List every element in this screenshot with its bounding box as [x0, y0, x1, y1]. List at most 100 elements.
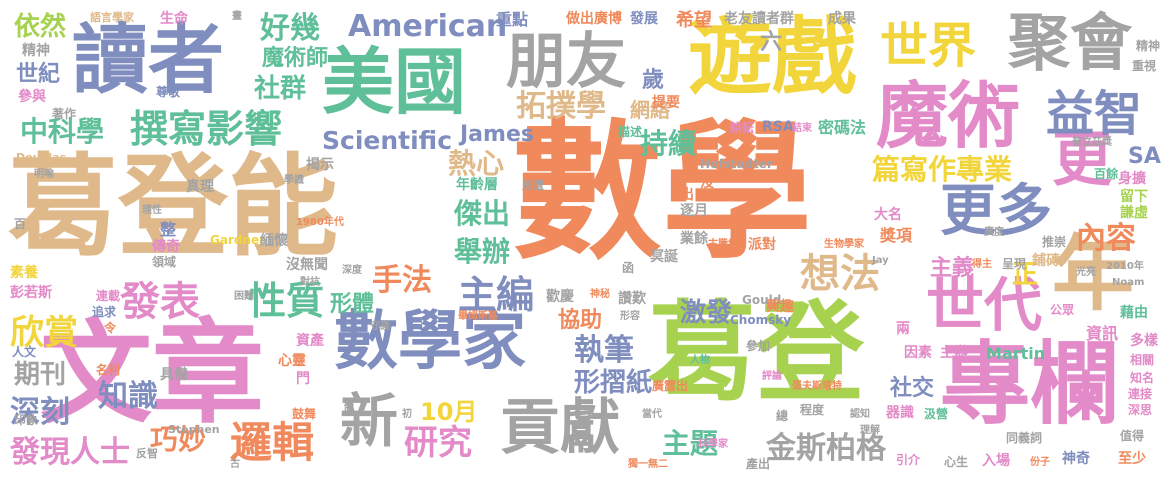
word-cloud-word: 人物 [690, 355, 710, 366]
word-cloud-word: 生命 [160, 11, 188, 27]
word-cloud-word: 同義詞 [1006, 431, 1043, 445]
word-cloud-word: RSA [762, 119, 794, 135]
word-cloud-word: 篇寫作專業 [872, 153, 1013, 186]
word-cloud-word: 連接 [1128, 387, 1153, 401]
word-cloud-word: 魔術 [876, 74, 1021, 158]
word-cloud-word: 鼓舞 [292, 407, 317, 421]
word-cloud-word: 六 [760, 30, 783, 55]
word-cloud-word: 推崇 [1042, 235, 1067, 249]
word-cloud-word: 更 [1052, 125, 1112, 195]
word-cloud-word: 呈現 [1002, 257, 1027, 271]
word-cloud-word: 真理 [186, 179, 214, 195]
word-cloud-word: 沒 [700, 175, 714, 191]
word-cloud-word: 魔術師 [262, 46, 329, 71]
word-cloud-word: 多樣 [1130, 333, 1158, 349]
word-cloud-word: 令 [104, 321, 117, 335]
word-cloud-word: 精神 [22, 43, 50, 59]
word-cloud-word: 科學家 [698, 439, 728, 450]
word-cloud-word: 具備 [160, 367, 188, 383]
word-cloud-word: 謙虛 [1120, 205, 1148, 221]
word-cloud-word: 發展 [630, 11, 658, 27]
word-cloud-word: 年 [1052, 227, 1135, 322]
word-cloud-word: 汲營 [924, 407, 949, 421]
word-cloud-word: 守護 [370, 321, 390, 332]
word-cloud-word: 門 [296, 371, 310, 387]
word-cloud-word: 世界 [880, 18, 977, 74]
word-cloud-word: 參與 [18, 89, 46, 105]
word-cloud-word: 文章 [40, 309, 264, 439]
word-cloud-word: 密碼法 [818, 118, 867, 137]
word-cloud-word: 形體 [330, 292, 375, 317]
word-cloud-word: 重視 [1132, 59, 1157, 73]
word-cloud-word: 歲 [642, 68, 665, 93]
word-cloud-word: 2010年 [1106, 261, 1144, 272]
word-cloud-word: 畢姆斯基 [458, 311, 498, 322]
word-cloud-word: 美國 [322, 40, 467, 124]
word-cloud-word: 連載 [96, 289, 121, 303]
word-cloud-word: 明喻 [34, 169, 54, 180]
word-cloud-word: 冥誕 [650, 249, 678, 265]
word-cloud-word: 描述 [618, 125, 643, 139]
word-cloud-word: 理性 [142, 205, 162, 216]
word-cloud-word: 傳奇 [152, 239, 180, 255]
word-cloud-word: 身擴 [1118, 171, 1146, 187]
word-cloud-word: 中科學 [20, 115, 105, 148]
word-cloud-word: 專欄 [940, 332, 1120, 437]
word-cloud-word: 函 [622, 261, 635, 275]
word-cloud-word: 尊敬 [156, 85, 181, 99]
word-cloud-word: 社交 [890, 376, 935, 401]
word-cloud-word: 素養 [10, 265, 38, 281]
word-cloud-word: 內容 [1076, 221, 1136, 256]
word-cloud-word: 知名 [1130, 371, 1155, 385]
word-cloud-word: American [348, 9, 508, 44]
word-cloud-word: 手法 [372, 263, 432, 298]
word-cloud-word: 數學家 [334, 305, 526, 379]
word-cloud-word: 1980年代 [296, 217, 344, 228]
word-cloud-word: 期刊 [14, 360, 67, 390]
word-cloud-word: 制 [344, 403, 354, 414]
word-cloud-word: 歡慶 [546, 289, 574, 305]
word-cloud-word: 撰寫影響 [130, 107, 283, 151]
word-cloud-word: 老友讀者群 [724, 11, 794, 27]
word-cloud-word: 著作 [52, 107, 77, 121]
word-cloud-word: 執筆 [574, 333, 634, 368]
word-cloud-word: 彭若斯 [10, 285, 52, 301]
word-cloud-word: 初 [402, 409, 412, 420]
word-cloud-word: 性質 [248, 279, 325, 323]
word-cloud-word: 欣賞 [10, 313, 78, 353]
word-cloud-word: 社群 [254, 74, 307, 104]
word-cloud-word: 心靈 [278, 353, 306, 369]
word-cloud-word: 藉由 [1120, 305, 1148, 321]
word-cloud-word: Hofstadter [700, 157, 773, 171]
word-cloud-word: 提要 [652, 95, 680, 111]
word-cloud-word: 相關 [1130, 353, 1155, 367]
word-cloud-word: 當代 [642, 409, 662, 420]
word-cloud-word: 讀者 [72, 15, 224, 104]
word-cloud-word: 派對 [748, 237, 776, 253]
word-cloud-word: 領域 [152, 255, 177, 269]
word-cloud-word: 至少 [1118, 451, 1146, 467]
word-cloud-word: 人文 [12, 345, 37, 359]
word-cloud-word: 古 [230, 459, 240, 470]
word-cloud-word: 公眾 [1050, 303, 1075, 317]
word-cloud-word: 深思 [1128, 403, 1153, 417]
word-cloud-word: 主題 [662, 427, 719, 460]
word-cloud-word: 因素 [904, 345, 932, 361]
word-cloud-word: 正 [1012, 260, 1039, 290]
word-cloud-word: 留下 [1120, 189, 1148, 205]
word-cloud-word: 深刻 [10, 395, 70, 430]
word-cloud-word: 神奇 [1062, 451, 1090, 467]
word-cloud-word: Gardner [210, 233, 266, 247]
word-cloud-word: 世代 [926, 271, 1043, 339]
word-cloud-word: Noam [1112, 277, 1145, 288]
word-cloud-word: 貢獻 [500, 393, 620, 463]
word-cloud-word: 語言學家 [90, 11, 134, 24]
word-cloud-word: 普立茲獎 [1072, 137, 1112, 148]
word-cloud-word: 網絡 [630, 98, 670, 122]
word-cloud-word: 份子 [1030, 457, 1050, 468]
word-cloud-word: Jay [872, 255, 889, 266]
word-cloud-word: 得主 [972, 259, 992, 270]
word-cloud-word: 學識 [284, 175, 304, 186]
word-cloud-word: 拓撲學 [516, 89, 606, 124]
word-cloud-word: 追求 [92, 305, 117, 319]
